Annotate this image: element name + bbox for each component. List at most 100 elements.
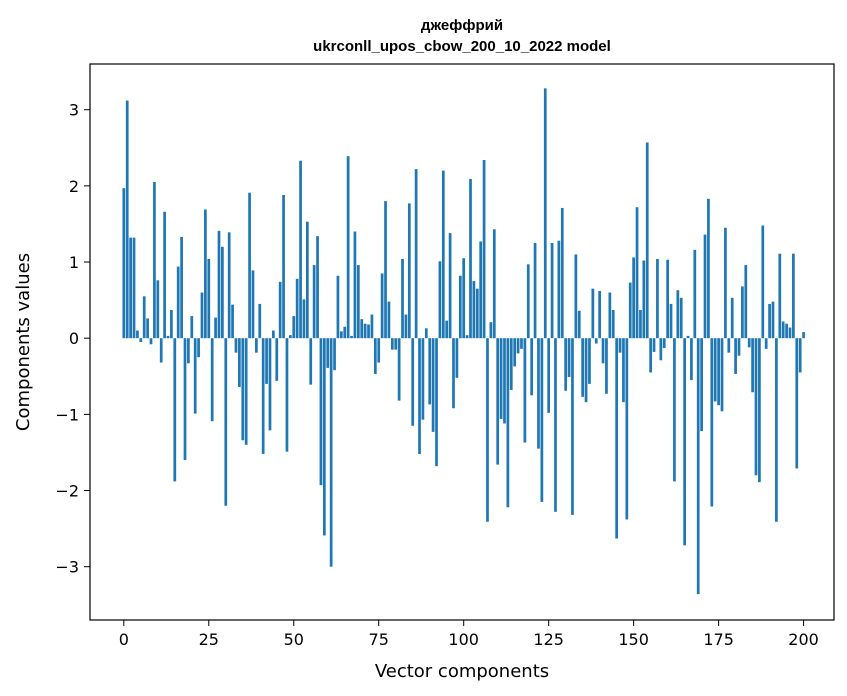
bar-3 — [132, 237, 136, 339]
bar-20 — [190, 316, 194, 339]
bar-143 — [608, 292, 612, 339]
bar-59 — [322, 338, 326, 536]
bar-159 — [662, 338, 666, 349]
bar-43 — [268, 338, 272, 431]
bar-9 — [153, 182, 156, 339]
bar-96 — [448, 233, 452, 339]
bar-69 — [356, 265, 360, 339]
bar-38 — [251, 270, 255, 339]
x-tick-label: 175 — [703, 630, 734, 649]
bar-47 — [282, 195, 285, 339]
bar-60 — [326, 338, 330, 368]
bar-94 — [441, 170, 445, 339]
bar-32 — [231, 304, 234, 339]
bar-160 — [666, 259, 669, 339]
bar-175 — [717, 338, 720, 406]
bar-73 — [370, 314, 374, 339]
bar-1 — [125, 100, 129, 339]
bar-118 — [523, 338, 527, 443]
bar-195 — [785, 323, 788, 339]
y-tick-label: −2 — [55, 482, 79, 501]
bar-158 — [659, 338, 663, 361]
bar-16 — [176, 266, 180, 339]
bar-54 — [305, 221, 309, 339]
bar-119 — [526, 264, 530, 339]
bar-176 — [720, 338, 724, 412]
bar-36 — [244, 338, 248, 445]
bar-10 — [156, 280, 160, 339]
bar-115 — [513, 338, 517, 367]
bar-126 — [550, 242, 554, 339]
bar-37 — [248, 192, 251, 339]
bar-22 — [197, 338, 200, 358]
bar-153 — [642, 260, 646, 339]
bar-84 — [407, 203, 411, 339]
bar-87 — [418, 338, 421, 454]
bar-179 — [730, 297, 734, 339]
bar-146 — [618, 338, 622, 353]
bar-107 — [486, 338, 489, 522]
chart-title-line1: джеффрий — [421, 17, 503, 34]
bar-155 — [649, 338, 652, 373]
bar-92 — [435, 338, 438, 467]
bar-117 — [520, 338, 523, 349]
bar-103 — [472, 281, 476, 339]
bar-89 — [424, 328, 428, 339]
bar-148 — [625, 338, 629, 520]
bar-41 — [261, 338, 265, 454]
bar-188 — [761, 225, 765, 339]
bar-136 — [584, 338, 588, 403]
bar-132 — [571, 338, 574, 515]
bar-192 — [775, 338, 778, 522]
bar-129 — [560, 207, 564, 339]
bar-81 — [397, 338, 401, 401]
bar-169 — [696, 338, 700, 595]
bar-113 — [506, 338, 510, 508]
bar-75 — [377, 338, 381, 363]
x-tick-label: 50 — [284, 630, 304, 649]
bar-174 — [713, 338, 717, 402]
bar-123 — [540, 338, 544, 502]
bar-110 — [496, 338, 500, 465]
bar-183 — [744, 265, 748, 339]
bar-61 — [329, 338, 333, 567]
bar-104 — [475, 288, 479, 339]
bar-112 — [503, 338, 506, 424]
bar-28 — [217, 230, 221, 339]
bar-141 — [601, 338, 605, 364]
y-axis-label: Components values — [13, 253, 34, 431]
bar-156 — [652, 338, 656, 352]
bar-46 — [278, 281, 282, 339]
bar-40 — [258, 303, 262, 339]
bar-162 — [673, 338, 676, 482]
bar-157 — [656, 258, 659, 339]
bar-197 — [792, 253, 795, 339]
bar-191 — [771, 301, 775, 339]
bar-149 — [628, 282, 632, 339]
bar-182 — [741, 286, 744, 339]
bar-48 — [285, 338, 289, 452]
bar-184 — [747, 338, 751, 348]
bar-71 — [363, 323, 367, 339]
bar-86 — [414, 169, 418, 339]
bar-133 — [574, 254, 578, 339]
bar-63 — [336, 275, 340, 339]
bar-134 — [577, 310, 581, 339]
bar-64 — [339, 331, 343, 339]
bar-116 — [516, 338, 520, 354]
bar-88 — [421, 338, 425, 420]
bar-152 — [639, 310, 642, 339]
bar-145 — [615, 338, 619, 539]
bar-167 — [690, 338, 693, 381]
bar-11 — [159, 338, 163, 363]
bar-161 — [669, 303, 673, 339]
bar-15 — [173, 338, 177, 482]
bar-93 — [438, 261, 442, 339]
bar-82 — [401, 258, 404, 339]
bar-4 — [136, 330, 139, 339]
bar-78 — [387, 301, 391, 339]
y-tick-label: 2 — [69, 177, 79, 196]
bar-39 — [255, 338, 258, 353]
bar-44 — [272, 330, 275, 339]
